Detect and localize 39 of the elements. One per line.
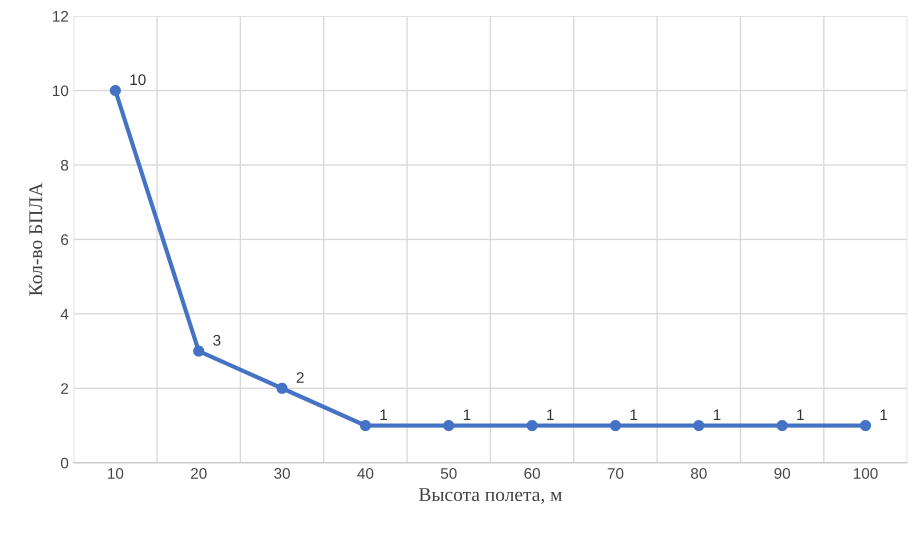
x-tick-label: 100 xyxy=(854,468,878,479)
y-tick-label: 10 xyxy=(52,85,68,96)
data-label: 2 xyxy=(296,372,304,383)
data-label: 1 xyxy=(630,409,638,420)
point xyxy=(776,420,788,432)
data-label: 1 xyxy=(547,409,554,420)
point xyxy=(360,420,371,432)
x-tick-label: 70 xyxy=(608,468,624,479)
y-tick-label: 4 xyxy=(60,308,68,320)
point xyxy=(860,420,872,432)
data-label: 10 xyxy=(130,74,146,86)
x-tick-label: 60 xyxy=(524,468,540,479)
data-label: 1 xyxy=(797,409,804,420)
point xyxy=(610,420,622,432)
x-tick-label: 40 xyxy=(357,468,374,479)
point xyxy=(443,420,454,432)
x-tick-label: 10 xyxy=(108,468,124,479)
point xyxy=(693,420,704,432)
point xyxy=(526,420,538,432)
x-tick-label: 20 xyxy=(190,468,207,479)
y-tick-label: 2 xyxy=(61,383,68,394)
y-tick-label: 0 xyxy=(60,458,68,468)
x-tick-label: 80 xyxy=(690,468,707,479)
data-label: 3 xyxy=(213,334,220,346)
y-tick-label: 6 xyxy=(61,234,68,246)
point xyxy=(276,382,288,394)
data-label: 1 xyxy=(464,409,470,420)
point xyxy=(110,84,121,96)
data-label: 1 xyxy=(380,409,388,420)
x-tick-label: 90 xyxy=(774,468,790,479)
x-axis-title: Высота полета, м xyxy=(419,488,562,504)
y-tick-label: 12 xyxy=(52,10,68,22)
data-label: 1 xyxy=(714,409,720,420)
x-tick-label: 50 xyxy=(440,468,457,479)
x-tick-label: 30 xyxy=(274,468,290,479)
y-tick-label: 8 xyxy=(60,160,68,171)
point xyxy=(193,346,204,357)
data-label: 1 xyxy=(880,409,888,420)
y-axis-title: Кол-во БПЛА xyxy=(29,182,42,296)
